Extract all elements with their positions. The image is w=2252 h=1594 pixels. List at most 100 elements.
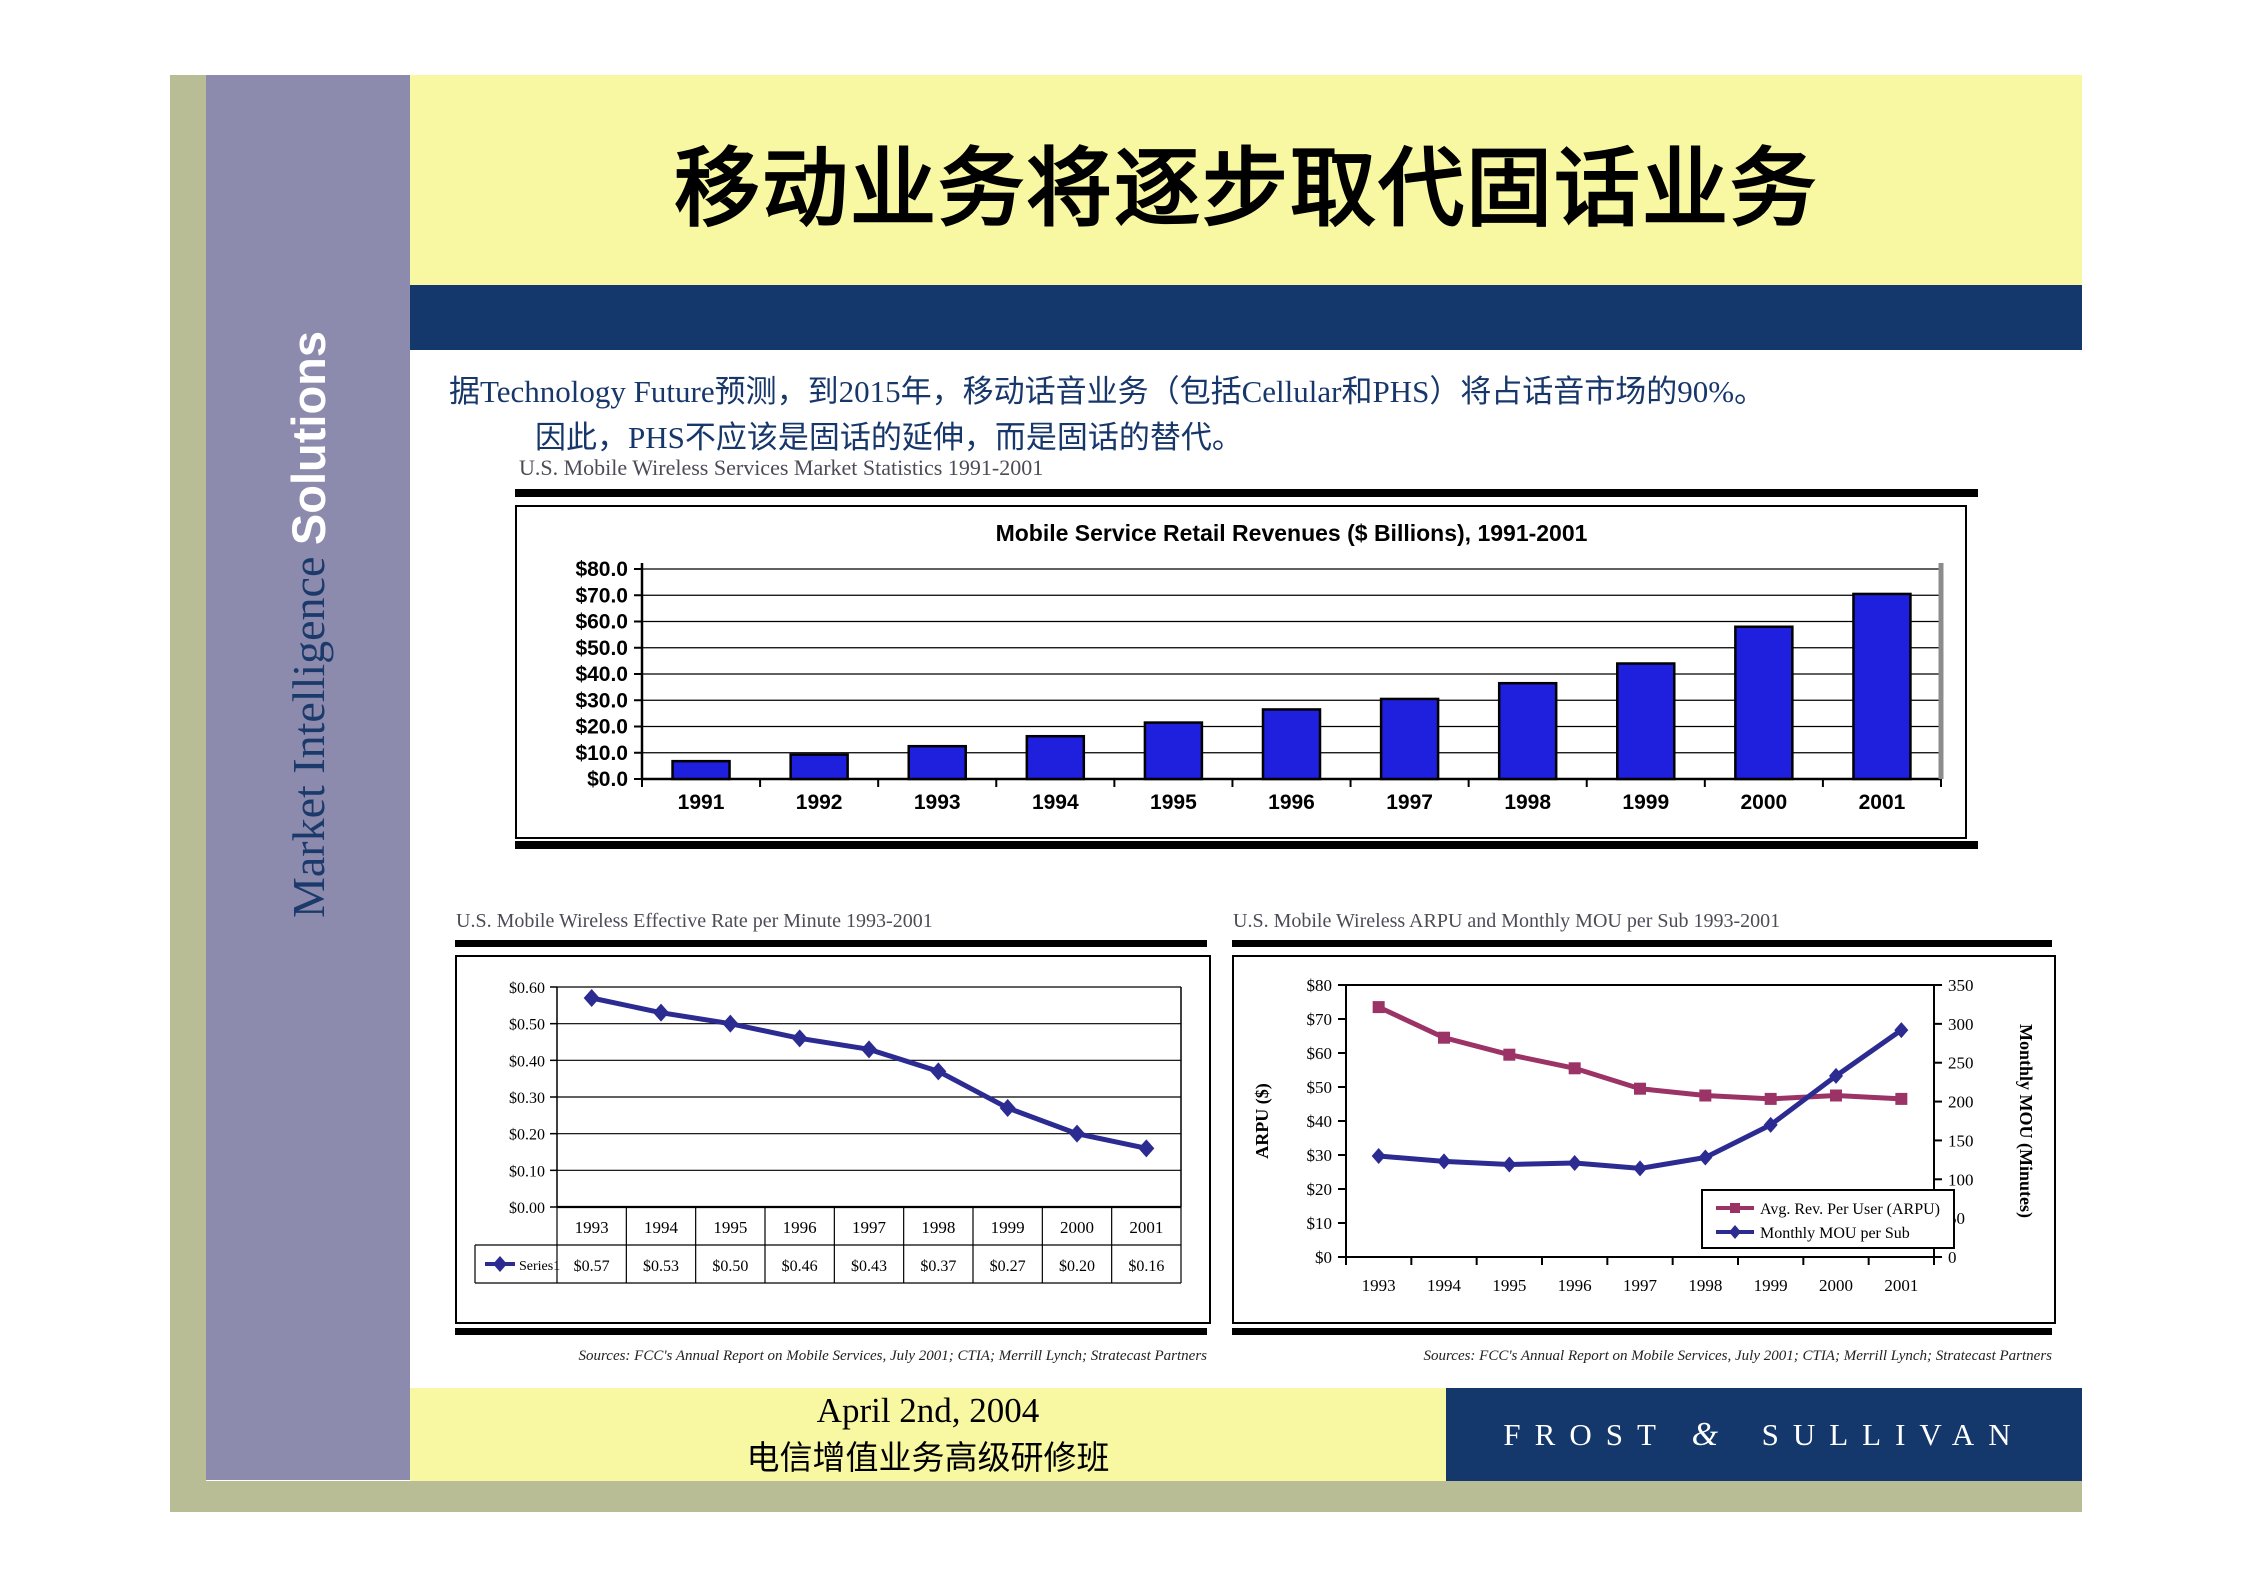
svg-text:$0.43: $0.43 — [851, 1258, 887, 1275]
svg-text:1994: 1994 — [1032, 791, 1079, 814]
svg-text:$50: $50 — [1307, 1078, 1333, 1097]
footer-date-band: April 2nd, 2004 电信增值业务高级研修班 — [410, 1388, 1446, 1481]
svg-text:2000: 2000 — [1060, 1218, 1094, 1237]
arpu-chart-heading: U.S. Mobile Wireless ARPU and Monthly MO… — [1233, 910, 1781, 932]
arpu-chart-svg: $0$10$20$30$40$50$60$70$8005010015020025… — [1252, 976, 2036, 1295]
bar-chart-rule-top — [515, 489, 1978, 497]
bar-chart-box: Mobile Service Retail Revenues ($ Billio… — [515, 505, 1967, 839]
svg-text:1998: 1998 — [921, 1218, 955, 1237]
svg-text:1993: 1993 — [1362, 1276, 1396, 1295]
svg-text:1992: 1992 — [796, 791, 843, 814]
svg-text:$0.53: $0.53 — [643, 1258, 679, 1275]
svg-text:2000: 2000 — [1819, 1276, 1853, 1295]
body-paragraph-line2: 因此，PHS不应该是固话的延伸，而是固话的替代。 — [535, 420, 1243, 455]
svg-text:1991: 1991 — [678, 791, 725, 814]
brand-frost: FROST — [1503, 1416, 1670, 1452]
svg-text:1995: 1995 — [713, 1218, 747, 1237]
bar-chart-svg: Mobile Service Retail Revenues ($ Billio… — [575, 520, 1944, 814]
svg-text:$40: $40 — [1307, 1112, 1333, 1131]
svg-text:1999: 1999 — [1622, 791, 1669, 814]
svg-text:$0: $0 — [1315, 1248, 1332, 1267]
svg-text:$70: $70 — [1307, 1010, 1333, 1029]
bar-chart-rule-bottom — [515, 841, 1978, 849]
svg-text:$0.30: $0.30 — [509, 1090, 545, 1107]
svg-text:150: 150 — [1948, 1131, 1974, 1150]
svg-text:Mobile Service Retail Revenues: Mobile Service Retail Revenues ($ Billio… — [996, 520, 1588, 546]
sidebar-title: Market Intelligence Solutions — [206, 195, 410, 1055]
rate-chart-rule-top — [455, 940, 1207, 947]
svg-text:$0.10: $0.10 — [509, 1163, 545, 1180]
svg-text:1999: 1999 — [1754, 1276, 1788, 1295]
svg-text:$0.60: $0.60 — [509, 980, 545, 997]
brand-ampersand: & — [1691, 1415, 1719, 1453]
arpu-chart-box: $0 $10 $20 $30 $40 $50 $60 $70 $80 0 50 100 150 200 25… — [1232, 955, 2056, 1324]
svg-text:1994: 1994 — [644, 1218, 679, 1237]
svg-text:$30.0: $30.0 — [575, 689, 628, 712]
svg-text:$0.27: $0.27 — [990, 1258, 1026, 1275]
svg-text:2001: 2001 — [1859, 791, 1906, 814]
rate-chart-box: $0.00 $0.10 $0.20 $0.30 $0.40 $0.50 $0.60 1993 1… — [455, 955, 1211, 1324]
svg-text:1998: 1998 — [1688, 1276, 1722, 1295]
svg-text:1999: 1999 — [991, 1218, 1025, 1237]
left-olive-strip — [170, 75, 206, 1512]
svg-text:2000: 2000 — [1741, 791, 1788, 814]
svg-text:Monthly MOU per Sub: Monthly MOU per Sub — [1760, 1225, 1910, 1242]
svg-text:$50.0: $50.0 — [575, 637, 628, 660]
svg-text:1993: 1993 — [914, 791, 961, 814]
svg-text:$0.40: $0.40 — [509, 1053, 545, 1070]
svg-text:$20: $20 — [1307, 1180, 1333, 1199]
svg-text:200: 200 — [1948, 1093, 1974, 1112]
svg-text:1996: 1996 — [783, 1218, 817, 1237]
page-title: 移动业务将逐步取代固话业务 — [674, 140, 1818, 237]
svg-text:ARPU ($): ARPU ($) — [1252, 1083, 1273, 1158]
svg-text:1994: 1994 — [1427, 1276, 1462, 1295]
svg-text:$70.0: $70.0 — [575, 584, 628, 607]
arpu-chart-rule-top — [1232, 940, 2052, 947]
svg-text:1997: 1997 — [1386, 791, 1433, 814]
rate-chart-rule-bottom — [455, 1328, 1207, 1335]
title-band: 移动业务将逐步取代固话业务 — [410, 75, 2082, 285]
body-paragraph-line1: 据Technology Future预测，到2015年，移动话音业务（包括Cel… — [449, 374, 1766, 409]
svg-text:$10.0: $10.0 — [575, 742, 628, 765]
svg-text:$0.46: $0.46 — [782, 1258, 818, 1275]
svg-text:$30: $30 — [1307, 1146, 1333, 1165]
footer-date: April 2nd, 2004 — [816, 1390, 1040, 1430]
svg-text:250: 250 — [1948, 1054, 1974, 1073]
svg-text:Series1: Series1 — [519, 1259, 560, 1274]
svg-text:$40.0: $40.0 — [575, 663, 628, 686]
sidebar-title-serif: Market Intelligence — [282, 557, 334, 919]
rate-chart-heading: U.S. Mobile Wireless Effective Rate per … — [456, 910, 933, 932]
brand-sullivan: SULLIVAN — [1761, 1416, 2025, 1452]
brand-band: FROST & SULLIVAN — [1446, 1388, 2082, 1481]
svg-text:$20.0: $20.0 — [575, 716, 628, 739]
svg-text:1997: 1997 — [1623, 1276, 1658, 1295]
svg-text:1995: 1995 — [1150, 791, 1197, 814]
svg-text:Avg. Rev. Per User (ARPU): Avg. Rev. Per User (ARPU) — [1760, 1201, 1940, 1218]
svg-text:1997: 1997 — [852, 1218, 887, 1237]
svg-text:$0.20: $0.20 — [509, 1127, 545, 1144]
arpu-chart-rule-bottom — [1232, 1328, 2052, 1335]
svg-text:100: 100 — [1948, 1170, 1974, 1189]
sidebar — [206, 75, 410, 1480]
svg-text:350: 350 — [1948, 976, 1974, 995]
svg-text:1996: 1996 — [1558, 1276, 1592, 1295]
svg-text:$80.0: $80.0 — [575, 558, 628, 581]
svg-text:$0.50: $0.50 — [712, 1258, 748, 1275]
brand-logo: FROST & SULLIVAN — [1503, 1416, 2024, 1454]
svg-text:1993: 1993 — [575, 1218, 609, 1237]
bar-chart-heading: U.S. Mobile Wireless Services Market Sta… — [519, 455, 1044, 480]
svg-text:$10: $10 — [1307, 1214, 1333, 1233]
svg-text:$60: $60 — [1307, 1044, 1333, 1063]
svg-text:2001: 2001 — [1884, 1276, 1918, 1295]
svg-text:$0.00: $0.00 — [509, 1200, 545, 1217]
arpu-chart-sources: Sources: FCC's Annual Report on Mobile S… — [1423, 1348, 2053, 1364]
svg-text:$80: $80 — [1307, 976, 1333, 995]
svg-text:$60.0: $60.0 — [575, 611, 628, 634]
svg-text:300: 300 — [1948, 1015, 1974, 1034]
divider-band — [410, 285, 2082, 350]
svg-text:1995: 1995 — [1492, 1276, 1526, 1295]
svg-text:Monthly MOU (Minutes): Monthly MOU (Minutes) — [2015, 1024, 2036, 1218]
svg-text:1996: 1996 — [1268, 791, 1315, 814]
bottom-olive-strip — [170, 1481, 2082, 1512]
